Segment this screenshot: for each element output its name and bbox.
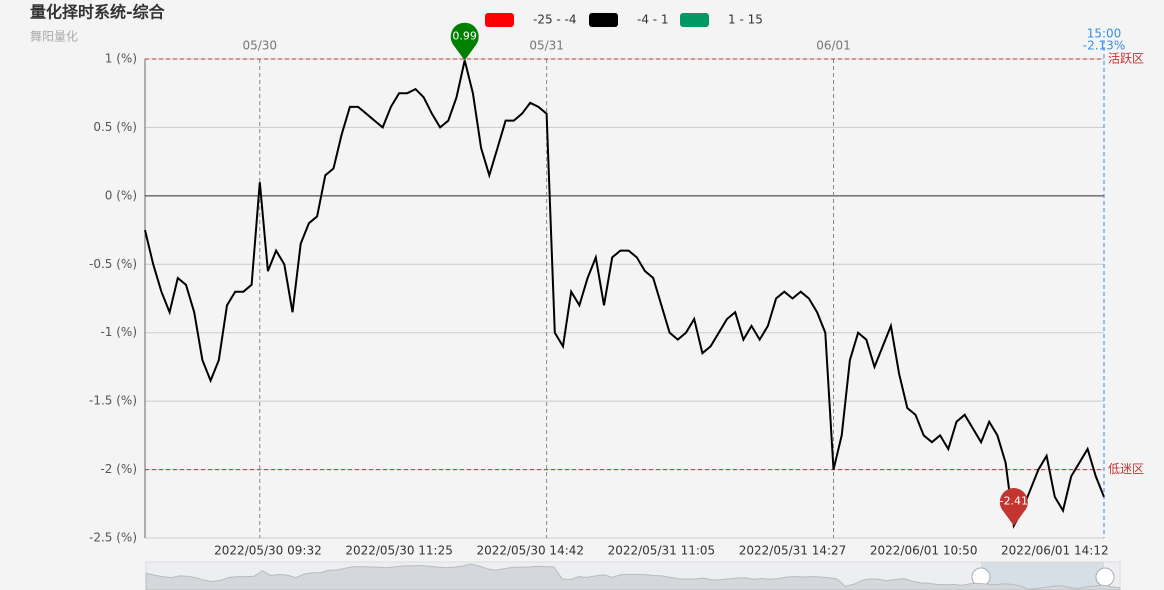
mark-pin-label: 0.99 (452, 29, 477, 42)
mark-line-label: 活跃区 (1108, 52, 1144, 66)
y-tick-label: 0 (%) (105, 188, 137, 202)
legend-label: -4 - 1 (637, 13, 669, 27)
x-tick-label: 2022/05/31 14:27 (739, 544, 847, 558)
zoom-preview (145, 563, 1121, 590)
zoom-handle[interactable] (1095, 567, 1115, 587)
mark-pin-label: -2.41 (1000, 495, 1028, 508)
y-tick-label: -2.5 (%) (89, 531, 137, 545)
top-tick-label: 05/31 (529, 39, 564, 53)
x-tick-label: 2022/06/01 10:50 (870, 544, 978, 558)
mark-pin (999, 488, 1028, 526)
chart-subtitle: 舞阳量化 (30, 30, 78, 44)
legend-swatch (485, 13, 514, 27)
x-tick-label: 2022/06/01 14:12 (1001, 544, 1109, 558)
x-tick-label: 2022/05/31 11:05 (608, 544, 716, 558)
y-tick-label: -1 (%) (100, 325, 137, 339)
y-tick-label: 1 (%) (105, 52, 137, 66)
y-tick-label: -0.5 (%) (89, 257, 137, 271)
mark-pin (450, 22, 479, 61)
legend-swatch (589, 13, 618, 27)
legend-label: -25 - -4 (533, 13, 577, 27)
x-tick-label: 2022/05/30 14:42 (476, 544, 584, 558)
end-value: -2.13% (1083, 39, 1125, 53)
top-tick-label: 06/01 (816, 39, 851, 53)
chart-title: 量化择时系统-综合 (30, 3, 166, 22)
legend-swatch (680, 13, 709, 27)
end-time: 15:00 (1087, 27, 1122, 41)
x-tick-label: 2022/05/30 11:25 (345, 544, 453, 558)
legend-label: 1 - 15 (728, 13, 763, 27)
mark-line-label: 低迷区 (1108, 462, 1144, 476)
y-tick-label: 0.5 (%) (93, 120, 137, 134)
x-tick-label: 2022/05/30 09:32 (214, 544, 322, 558)
top-tick-label: 05/30 (242, 39, 277, 53)
y-tick-label: -1.5 (%) (89, 394, 137, 408)
series-line (144, 60, 1105, 529)
y-tick-label: -2 (%) (100, 462, 137, 476)
